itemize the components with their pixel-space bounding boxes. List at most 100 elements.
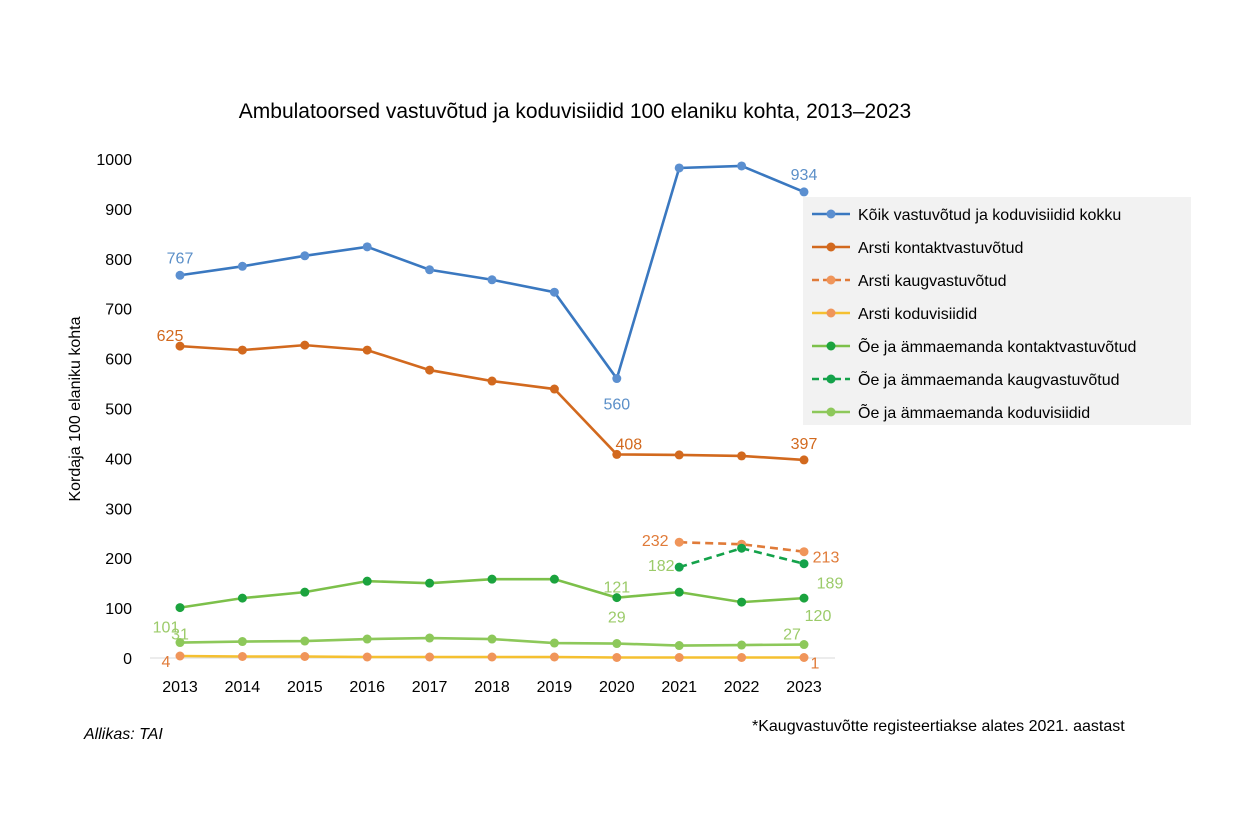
data-label: 625 [157,328,184,345]
data-point [425,365,435,375]
data-point [549,287,559,297]
legend-marker [826,209,836,219]
data-label: 121 [603,580,630,597]
data-label: 182 [648,558,675,575]
data-point [300,636,310,646]
data-point [612,449,622,459]
legend-label: Arsti koduvisiidid [858,306,977,323]
data-point [487,574,497,584]
chart-title: Ambulatoorsed vastuvõtud ja koduvisiidid… [239,100,911,123]
x-tick-label: 2021 [661,679,697,696]
data-point [362,345,372,355]
data-label: 101 [153,620,180,637]
data-point [425,578,435,588]
data-point [300,251,310,261]
data-point [487,376,497,386]
legend-label: Õe ja ämmaemanda kaugvastuvõtud [858,369,1119,389]
data-label: 767 [167,250,194,267]
x-tick-label: 2013 [162,679,198,696]
legend-marker [826,308,836,318]
data-point [300,587,310,597]
data-label: 31 [171,627,189,644]
data-point [737,161,747,171]
x-tick-label: 2017 [412,679,448,696]
data-label: 232 [642,533,669,550]
data-point [487,275,497,285]
legend-marker [826,341,836,351]
data-label: 29 [608,610,626,627]
data-point [362,242,372,252]
data-point [549,638,559,648]
data-point [487,634,497,644]
x-tick-label: 2015 [287,679,323,696]
data-point [674,641,684,651]
y-tick-label: 800 [105,252,132,269]
data-point [175,341,185,351]
data-point [425,652,435,662]
x-tick-label: 2023 [786,679,822,696]
y-tick-label: 500 [105,402,132,419]
data-label: 934 [791,167,818,184]
data-point [362,576,372,586]
data-label: 120 [805,608,832,625]
data-point [237,652,247,662]
data-label: 408 [615,436,642,453]
legend-marker [826,407,836,417]
data-label: 1 [811,656,820,673]
data-point [674,450,684,460]
legend-box [803,197,1191,425]
y-tick-label: 200 [105,551,132,568]
data-point [674,163,684,173]
data-point [799,187,809,197]
data-point [799,640,809,650]
data-point [362,652,372,662]
data-point [549,652,559,662]
y-tick-label: 100 [105,601,132,618]
data-point [674,653,684,663]
y-tick-label: 0 [123,651,132,668]
legend-label: Õe ja ämmaemanda koduvisiidid [858,402,1090,422]
legend-marker [826,374,836,384]
data-point [300,652,310,662]
data-point [425,633,435,643]
data-point [612,639,622,649]
data-point [674,562,684,572]
data-label: 189 [817,576,844,593]
data-label: 560 [603,397,630,414]
series-line [179,343,805,462]
data-point [799,547,809,557]
legend-label: Arsti kontaktvastuvõtud [858,240,1023,257]
x-tick-label: 2019 [537,679,573,696]
legend-label: Kõik vastuvõtud ja koduvisiidid kokku [858,207,1121,224]
data-point [737,597,747,607]
y-axis-label: Kordaja 100 elaniku kohta [67,316,84,501]
y-tick-label: 400 [105,451,132,468]
data-point [300,340,310,350]
data-point [549,384,559,394]
data-point [612,593,622,603]
source-note: Allikas: TAI [84,726,163,743]
data-label: 4 [162,654,171,671]
data-point [175,651,185,661]
data-point [425,265,435,275]
y-tick-label: 300 [105,501,132,518]
x-tick-label: 2016 [349,679,385,696]
legend-marker [826,242,836,252]
data-point [175,270,185,280]
legend-label: Arsti kaugvastuvõtud [858,273,1007,290]
data-point [549,574,559,584]
footnote: *Kaugvastuvõtte registeertiakse alates 2… [752,718,1125,735]
data-point [737,451,747,461]
x-tick-label: 2018 [474,679,510,696]
x-tick-label: 2020 [599,679,635,696]
legend-marker [826,275,836,285]
y-tick-label: 600 [105,352,132,369]
y-tick-label: 900 [105,202,132,219]
data-point [799,455,809,465]
series-line [679,540,805,554]
data-point [237,637,247,647]
data-point [799,653,809,663]
y-tick-label: 700 [105,302,132,319]
data-point [799,593,809,603]
